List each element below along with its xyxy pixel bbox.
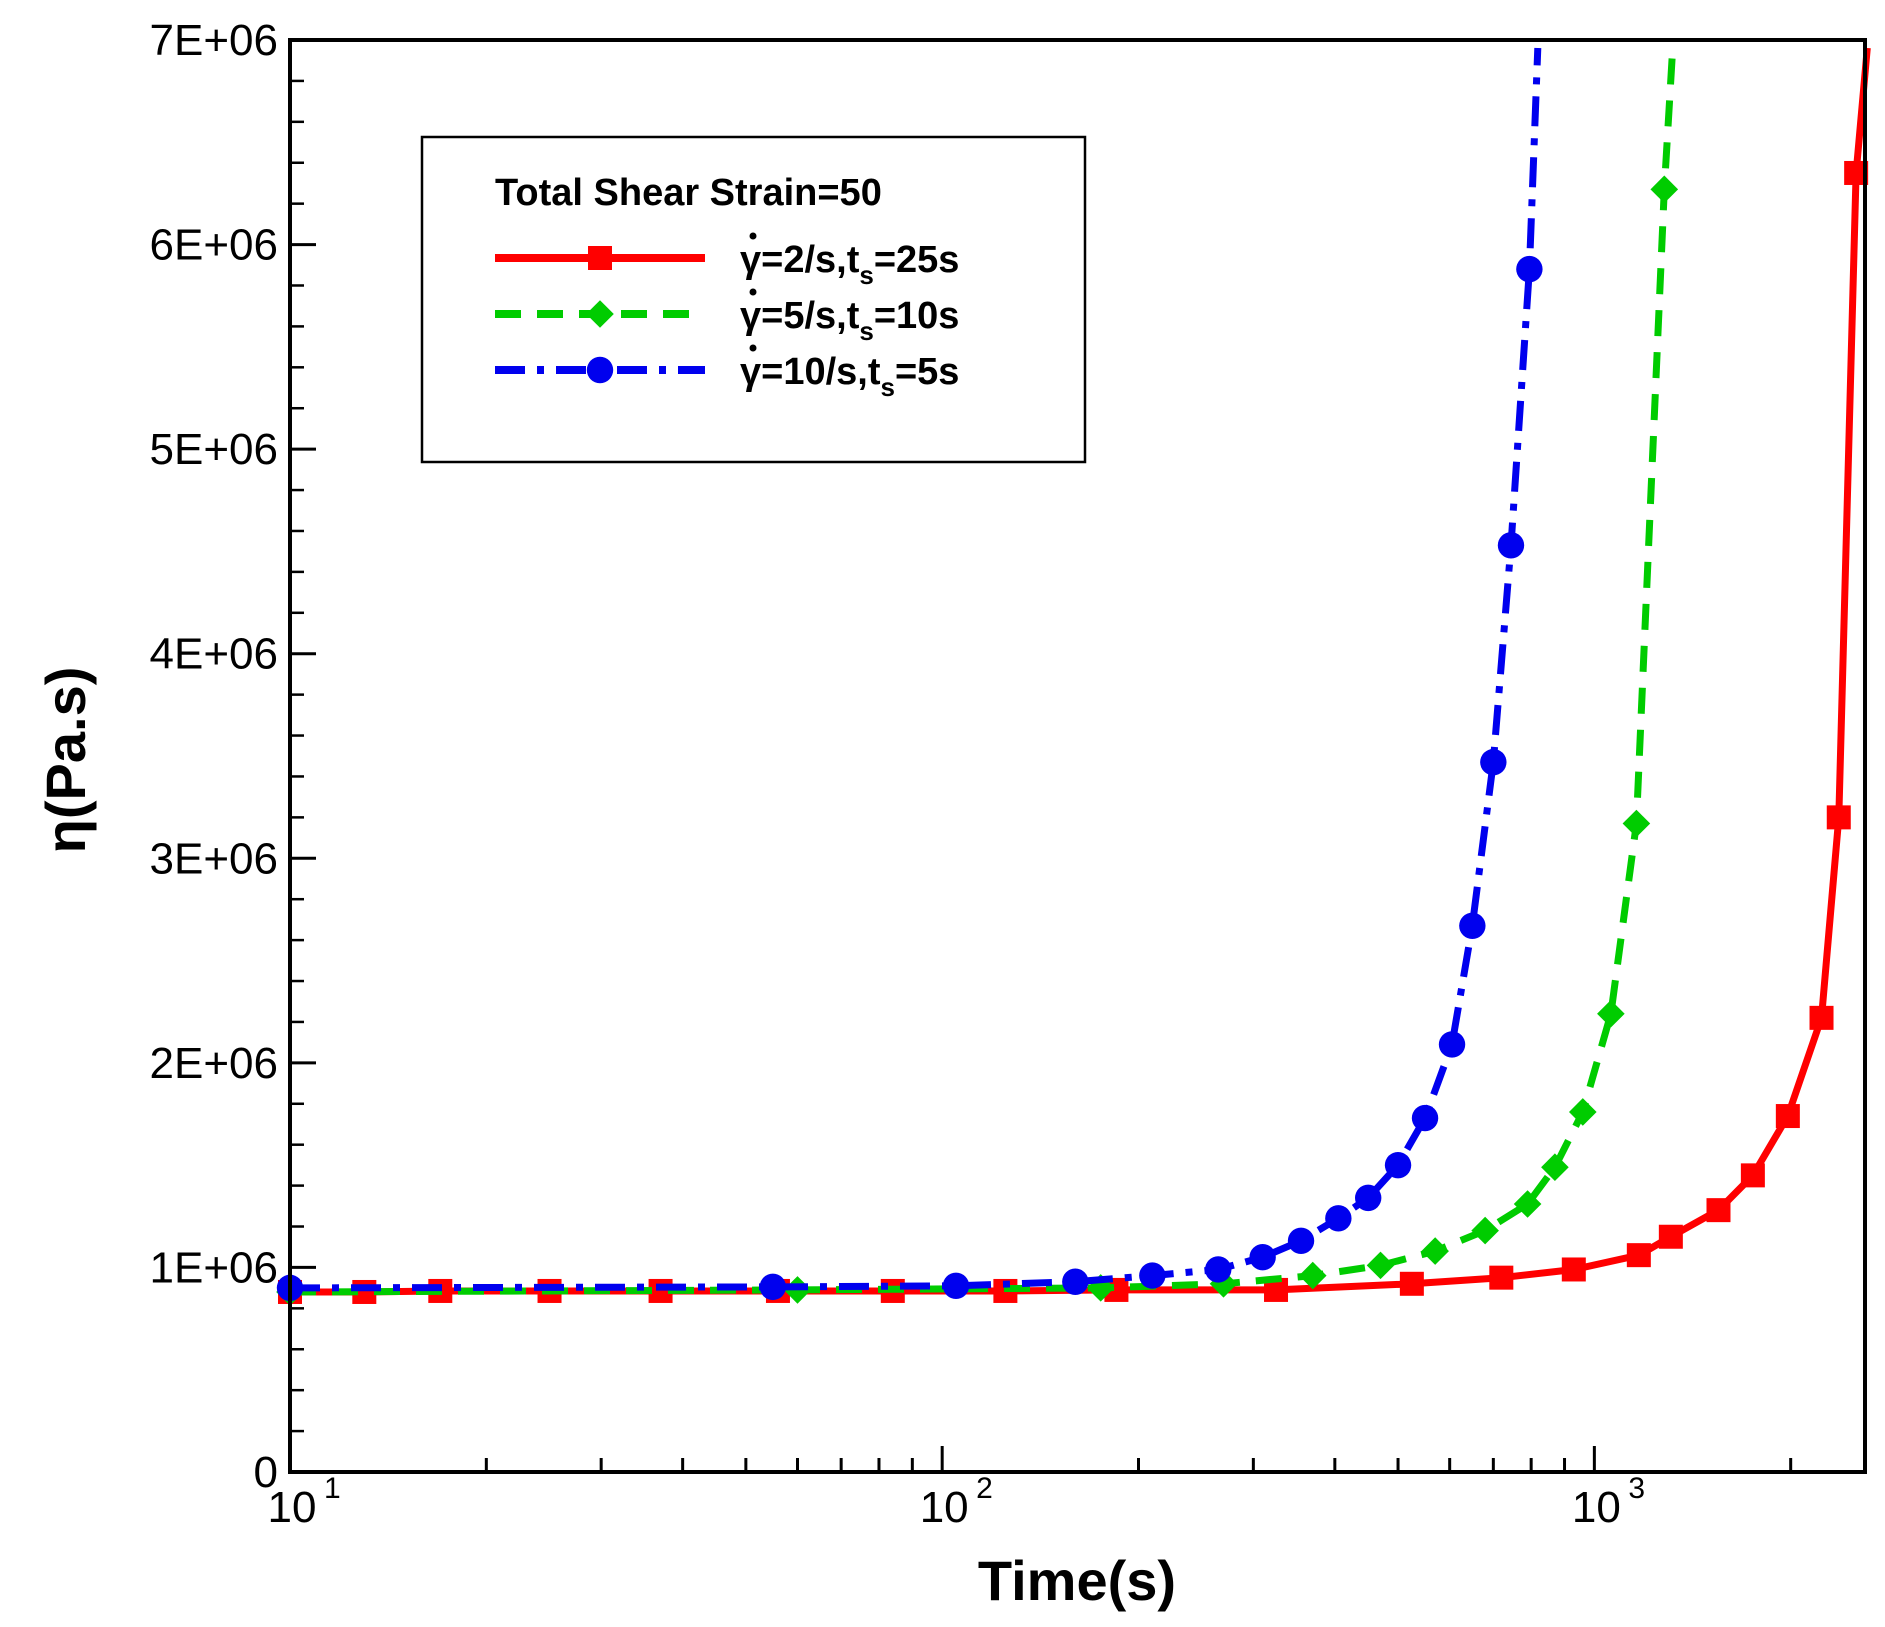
data-point xyxy=(1399,1271,1424,1296)
data-point xyxy=(1568,1098,1597,1126)
gamma-dot xyxy=(749,232,757,240)
data-point xyxy=(1497,532,1525,559)
data-point xyxy=(1139,1262,1166,1289)
data-point xyxy=(1354,1184,1382,1212)
legend-marker xyxy=(586,300,614,328)
x-tick-label-base: 10 xyxy=(920,1483,969,1532)
legend-marker xyxy=(586,356,614,384)
data-point xyxy=(1513,1190,1542,1218)
data-point xyxy=(1826,805,1851,830)
data-point xyxy=(1471,1216,1499,1245)
data-point xyxy=(1622,809,1651,838)
legend-label: γ=2/s,ts=25s xyxy=(740,239,959,290)
data-point xyxy=(1438,1031,1466,1058)
data-point xyxy=(1740,1163,1765,1188)
series-layer xyxy=(276,47,1871,1306)
legend-entry-3: γ=10/s,ts=5s xyxy=(495,344,959,402)
y-tick-label: 7E+06 xyxy=(150,16,278,65)
x-tick-label-base: 10 xyxy=(268,1483,317,1532)
data-point xyxy=(1489,1265,1514,1290)
x-axis-title: Time(s) xyxy=(978,1549,1176,1612)
legend-title: Total Shear Strain=50 xyxy=(495,172,882,214)
y-tick-label: 3E+06 xyxy=(150,834,278,883)
legend-box xyxy=(420,135,1087,464)
x-tick-label-exponent: 2 xyxy=(976,1472,993,1505)
data-point xyxy=(1366,1251,1395,1280)
legend-entry-2: γ=5/s,ts=10s xyxy=(495,288,959,346)
data-point xyxy=(942,1272,970,1300)
data-point xyxy=(1775,1104,1800,1129)
series-3 xyxy=(276,47,1543,1302)
data-point xyxy=(1287,1227,1315,1255)
data-point xyxy=(1298,1261,1327,1290)
data-point xyxy=(1421,1237,1449,1265)
data-point xyxy=(1205,1256,1232,1283)
data-point xyxy=(1384,1151,1412,1179)
data-point xyxy=(1325,1205,1352,1232)
y-tick-label: 4E+06 xyxy=(150,630,278,679)
data-point xyxy=(1597,999,1625,1028)
series-line xyxy=(289,47,1677,1296)
x-tick-label-base: 10 xyxy=(1572,1483,1621,1532)
data-point xyxy=(1541,1153,1569,1181)
x-tick-label-exponent: 3 xyxy=(1628,1472,1645,1505)
plot-frame xyxy=(288,38,1867,1474)
data-point xyxy=(1658,1224,1683,1249)
data-point xyxy=(1809,1005,1834,1030)
data-point xyxy=(1411,1104,1439,1132)
legend-entry-1: γ=2/s,ts=25s xyxy=(495,232,959,290)
data-point xyxy=(759,1273,787,1301)
data-point xyxy=(1650,175,1679,204)
data-point xyxy=(1062,1268,1089,1295)
data-point xyxy=(1626,1243,1651,1268)
x-tick-label-exponent: 1 xyxy=(324,1472,341,1505)
y-tick-label: 6E+06 xyxy=(150,221,278,270)
legend-marker xyxy=(588,246,612,270)
data-point xyxy=(1459,912,1486,939)
data-point xyxy=(1561,1257,1586,1282)
data-point xyxy=(1706,1198,1731,1223)
gamma-dot xyxy=(749,288,757,296)
data-point xyxy=(1516,255,1543,283)
series-line xyxy=(289,47,1542,1292)
data-point xyxy=(1480,748,1507,776)
y-tick-label: 1E+06 xyxy=(150,1243,278,1292)
data-point xyxy=(1249,1244,1276,1271)
y-tick-label: 0 xyxy=(254,1448,278,1497)
legend-label: γ=5/s,ts=10s xyxy=(740,295,959,346)
y-tick-label: 5E+06 xyxy=(150,425,278,474)
gamma-dot xyxy=(749,344,757,352)
y-axis-title: η(Pa.s) xyxy=(34,667,97,854)
legend: Total Shear Strain=50 γ=2/s,ts=25sγ=5/s,… xyxy=(420,135,1087,464)
legend-label: γ=10/s,ts=5s xyxy=(740,351,959,402)
y-tick-label: 2E+06 xyxy=(150,1039,278,1088)
